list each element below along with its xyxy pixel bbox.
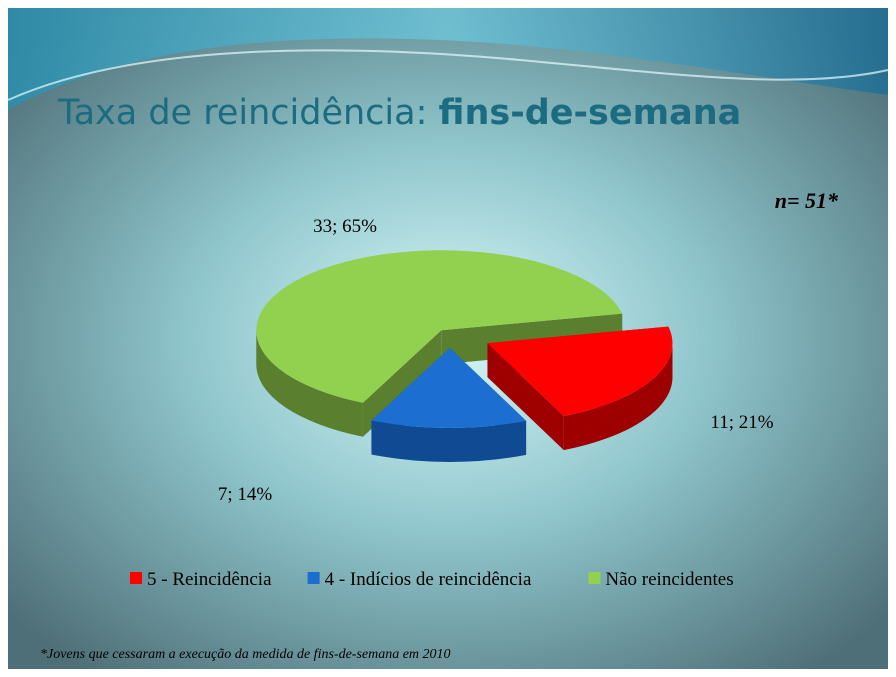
legend-swatch: [130, 572, 142, 584]
slide: Taxa de reincidência: fins-de-semana n= …: [0, 0, 896, 677]
data-label: 33; 65%: [313, 216, 377, 237]
data-label: 11; 21%: [710, 412, 773, 433]
legend-label: 5 - Reincidência: [147, 569, 272, 590]
legend: 5 - Reincidência 4 - Indícios de reincidê…: [130, 569, 734, 590]
footnote: *Jovens que cessaram a execução da medid…: [40, 647, 451, 662]
legend-swatch: [588, 572, 600, 584]
legend-label: Não reincidentes: [605, 569, 733, 590]
title-text: Taxa de reincidência:: [57, 93, 427, 133]
legend-swatch: [308, 572, 320, 584]
title-emphasis: fins-de-semana: [439, 93, 742, 133]
sample-note: n= 51*: [775, 188, 839, 213]
legend-label: 4 - Indícios de reincidência: [325, 569, 532, 590]
data-label: 7; 14%: [218, 484, 273, 505]
slide-title: Taxa de reincidência: fins-de-semana: [57, 93, 741, 133]
